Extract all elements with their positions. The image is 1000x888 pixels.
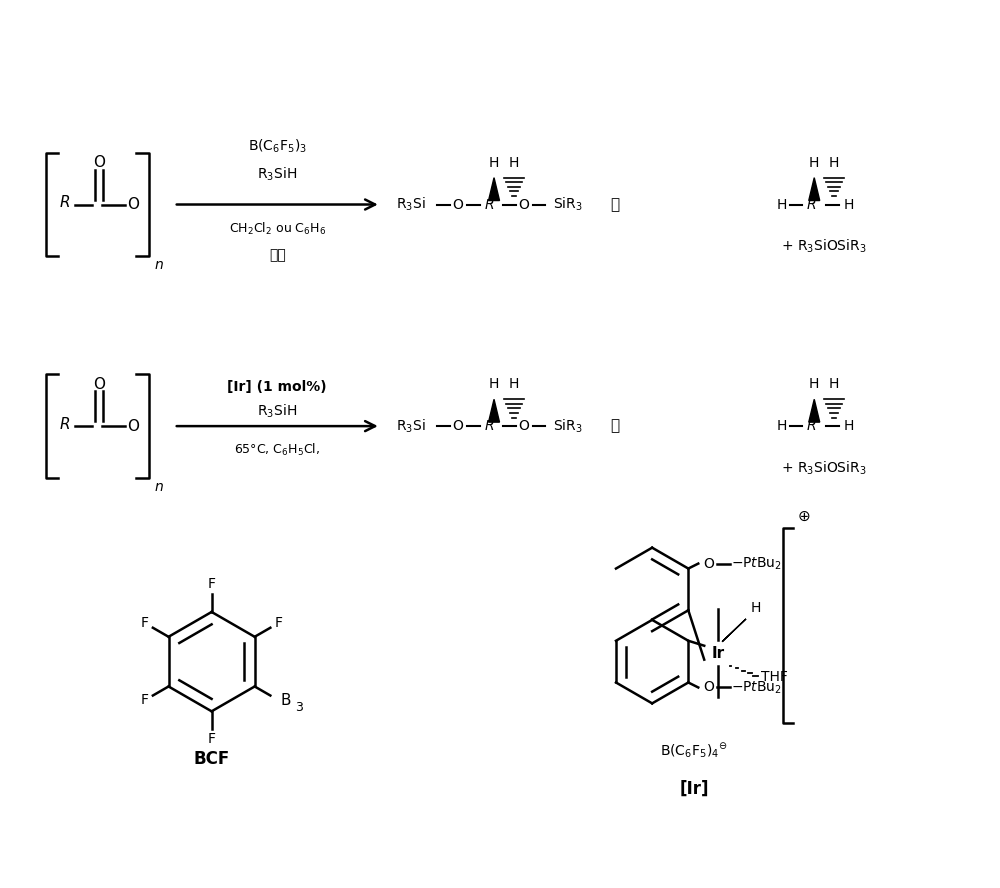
Text: H: H: [809, 155, 819, 170]
Text: B(C$_6$F$_5$)$_4$$^{\ominus}$: B(C$_6$F$_5$)$_4$$^{\ominus}$: [660, 741, 728, 761]
Text: O: O: [518, 197, 529, 211]
Text: F: F: [208, 732, 216, 746]
Text: $-$P$t$Bu$_2$: $-$P$t$Bu$_2$: [731, 679, 782, 695]
Text: H: H: [844, 197, 854, 211]
Text: $-$P$t$Bu$_2$: $-$P$t$Bu$_2$: [731, 555, 782, 572]
Text: 3: 3: [295, 701, 303, 714]
Text: H: H: [509, 155, 519, 170]
Text: R$_3$Si: R$_3$Si: [396, 417, 425, 435]
Text: R: R: [59, 416, 70, 432]
Text: n: n: [155, 480, 164, 494]
Text: n: n: [155, 258, 164, 272]
Text: F: F: [140, 694, 148, 708]
Text: F: F: [275, 616, 283, 630]
Polygon shape: [809, 178, 820, 201]
Text: [Ir]: [Ir]: [679, 780, 709, 797]
Text: 65°C, C$_6$H$_5$Cl,: 65°C, C$_6$H$_5$Cl,: [234, 442, 320, 458]
Text: O: O: [93, 155, 105, 170]
Text: B(C$_6$F$_5$)$_3$: B(C$_6$F$_5$)$_3$: [248, 138, 307, 155]
Text: BCF: BCF: [193, 750, 230, 768]
Text: H: H: [489, 377, 499, 392]
Text: H: H: [489, 155, 499, 170]
Text: R: R: [806, 419, 816, 433]
Text: H: H: [776, 419, 787, 433]
Text: [Ir] (1 mol%): [Ir] (1 mol%): [227, 380, 327, 394]
Polygon shape: [489, 178, 500, 201]
Text: O: O: [93, 377, 105, 392]
Text: H: H: [829, 377, 839, 392]
Polygon shape: [809, 400, 820, 422]
Text: R$_3$SiH: R$_3$SiH: [257, 403, 297, 420]
Text: + R$_3$SiOSiR$_3$: + R$_3$SiOSiR$_3$: [781, 238, 867, 255]
Text: R$_3$Si: R$_3$Si: [396, 196, 425, 213]
Polygon shape: [722, 619, 746, 642]
Text: H: H: [829, 155, 839, 170]
Text: O: O: [518, 419, 529, 433]
Text: 或: 或: [610, 418, 620, 433]
Text: R: R: [59, 195, 70, 210]
Polygon shape: [489, 400, 500, 422]
Text: O: O: [452, 419, 463, 433]
Text: R: R: [484, 419, 494, 433]
Text: SiR$_3$: SiR$_3$: [553, 196, 583, 213]
Text: + R$_3$SiOSiR$_3$: + R$_3$SiOSiR$_3$: [781, 459, 867, 477]
Text: H: H: [776, 197, 787, 211]
Text: H: H: [844, 419, 854, 433]
Text: R: R: [484, 197, 494, 211]
Text: R$_3$SiH: R$_3$SiH: [257, 165, 297, 183]
Text: O: O: [703, 680, 714, 694]
Text: H: H: [751, 601, 761, 614]
Text: CH$_2$Cl$_2$ ou C$_6$H$_6$: CH$_2$Cl$_2$ ou C$_6$H$_6$: [229, 220, 326, 236]
Text: H: H: [509, 377, 519, 392]
Text: B: B: [281, 693, 291, 708]
Text: O: O: [703, 557, 714, 571]
Text: O: O: [127, 418, 139, 433]
Text: H: H: [809, 377, 819, 392]
Text: $\oplus$: $\oplus$: [797, 509, 810, 524]
Text: F: F: [140, 616, 148, 630]
Text: 或: 或: [610, 197, 620, 212]
Text: SiR$_3$: SiR$_3$: [553, 417, 583, 435]
Text: F: F: [208, 577, 216, 591]
Text: THF: THF: [761, 670, 788, 684]
Text: Ir: Ir: [712, 646, 725, 662]
Text: 室温: 室温: [269, 249, 286, 262]
Text: O: O: [452, 197, 463, 211]
Text: O: O: [127, 197, 139, 212]
Text: R: R: [806, 197, 816, 211]
